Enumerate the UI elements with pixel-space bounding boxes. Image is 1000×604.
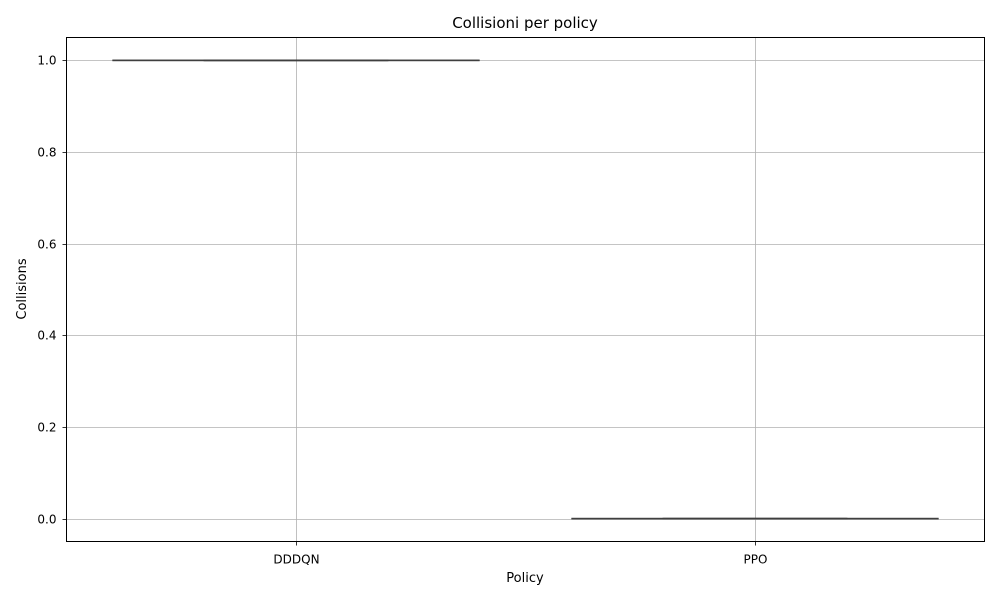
- x-axis-label: Policy: [506, 571, 544, 586]
- plot-area-frame: [67, 38, 985, 542]
- grid-layer: [67, 38, 985, 542]
- y-tick-label: 0.8: [37, 146, 56, 160]
- y-tick-label: 0.6: [37, 238, 56, 252]
- y-tick-label: 0.0: [37, 513, 56, 527]
- x-tick-label: DDDQN: [273, 553, 319, 567]
- y-axis-label: Collisions: [15, 258, 30, 319]
- x-tick-label: PPO: [744, 553, 768, 567]
- y-tick-label: 0.4: [37, 329, 56, 343]
- y-tick-label: 1.0: [37, 54, 56, 68]
- chart-title: Collisioni per policy: [452, 14, 598, 32]
- tick-layer: 0.0 0.2 0.4 0.6 0.8 1.0 DDDQN PPO: [37, 54, 767, 567]
- y-tick-label: 0.2: [37, 421, 56, 435]
- box-layer: [112, 60, 938, 518]
